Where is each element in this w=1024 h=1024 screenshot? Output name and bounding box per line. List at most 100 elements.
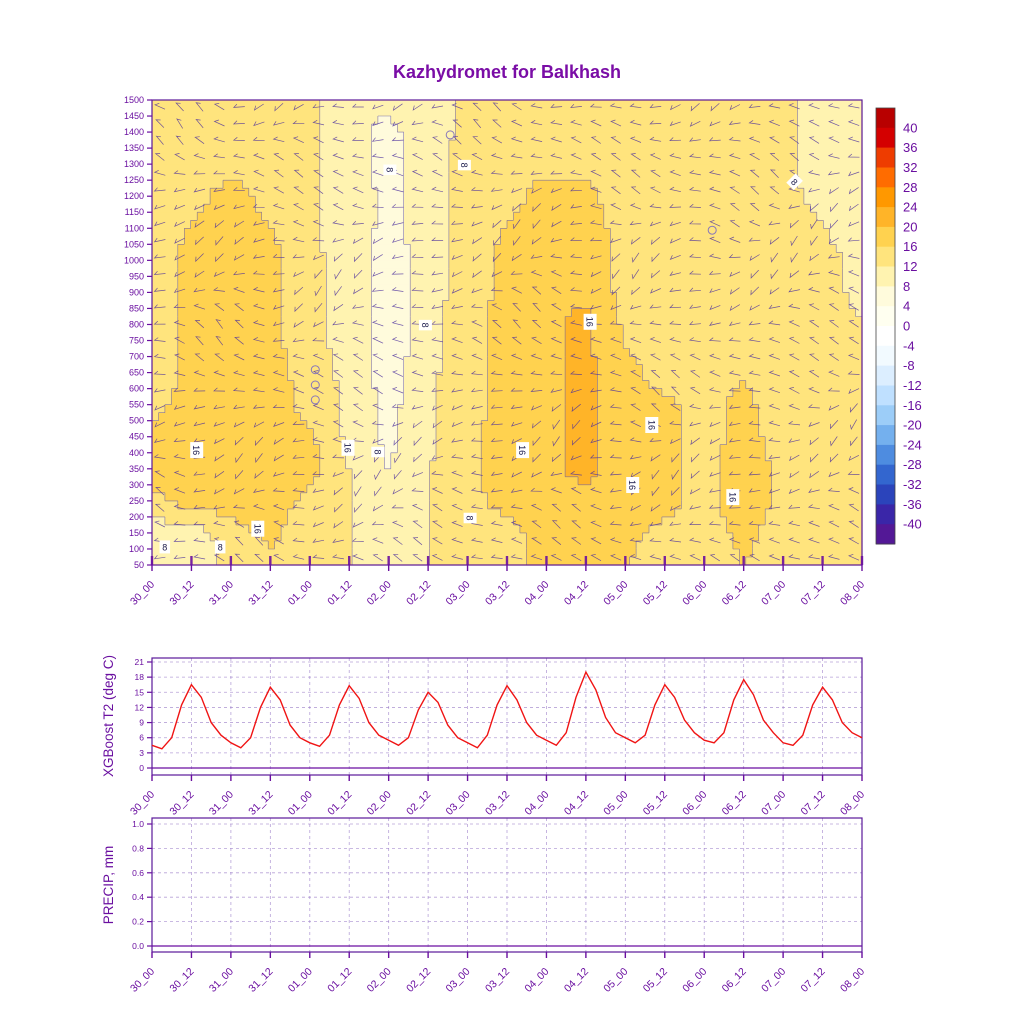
svg-text:12: 12	[135, 702, 145, 712]
svg-text:600: 600	[129, 384, 144, 394]
svg-text:1000: 1000	[124, 255, 144, 265]
svg-text:30_00: 30_00	[128, 966, 157, 995]
svg-text:-24: -24	[903, 437, 922, 452]
svg-text:02_12: 02_12	[404, 789, 433, 818]
svg-text:02_00: 02_00	[365, 966, 394, 995]
svg-text:01_00: 01_00	[286, 966, 315, 995]
calm-circle-marker	[445, 130, 455, 140]
svg-text:01_00: 01_00	[286, 579, 315, 608]
svg-text:32: 32	[903, 160, 917, 175]
svg-text:16: 16	[727, 492, 737, 502]
colorbar: 4036322824201612840-4-8-12-16-20-24-28-3…	[875, 107, 922, 545]
calm-circle-marker	[707, 225, 717, 235]
svg-text:700: 700	[129, 352, 144, 362]
svg-text:31_12: 31_12	[246, 789, 275, 818]
svg-text:04_00: 04_00	[522, 966, 551, 995]
svg-text:8: 8	[162, 542, 167, 552]
svg-text:0.8: 0.8	[132, 843, 144, 853]
svg-text:16: 16	[343, 443, 353, 453]
svg-text:08_00: 08_00	[838, 966, 867, 995]
svg-text:1400: 1400	[124, 127, 144, 137]
svg-text:16: 16	[646, 420, 656, 430]
svg-text:03_00: 03_00	[444, 789, 473, 818]
svg-text:07_12: 07_12	[799, 789, 828, 818]
svg-text:30_12: 30_12	[167, 579, 196, 608]
svg-text:450: 450	[129, 432, 144, 442]
precip-panel: 0.0 0.2 0.4 0.6 0.8 1.0 30_00 30_12 31_00 31_12 01…	[128, 817, 867, 995]
svg-text:02_12: 02_12	[404, 966, 433, 995]
svg-text:300: 300	[129, 480, 144, 490]
svg-text:1100: 1100	[125, 223, 144, 233]
svg-text:06_12: 06_12	[720, 789, 749, 818]
svg-text:02_12: 02_12	[404, 579, 433, 608]
contour-labels: 8 8 8 8 16 16 16 8 16 16 16 16 8 16 8 8	[159, 159, 803, 554]
svg-text:1500: 1500	[124, 95, 144, 105]
svg-text:05_00: 05_00	[601, 966, 630, 995]
svg-text:800: 800	[129, 319, 144, 329]
svg-text:07_12: 07_12	[799, 966, 828, 995]
svg-text:30_00: 30_00	[128, 789, 157, 818]
svg-text:15: 15	[135, 687, 145, 697]
svg-text:16: 16	[191, 445, 201, 455]
svg-text:0: 0	[903, 319, 910, 334]
svg-text:8: 8	[789, 177, 800, 188]
svg-text:50: 50	[134, 560, 144, 570]
calm-circle-marker	[310, 380, 320, 390]
svg-text:40: 40	[903, 120, 917, 135]
svg-text:0.0: 0.0	[132, 941, 144, 951]
svg-text:30_12: 30_12	[167, 789, 196, 818]
svg-text:16: 16	[517, 445, 527, 455]
svg-text:05_12: 05_12	[641, 966, 670, 995]
svg-text:04_12: 04_12	[562, 966, 591, 995]
t2-line-series	[151, 670, 863, 750]
page-title: Kazhydromet for Balkhash	[392, 62, 622, 82]
svg-text:750: 750	[129, 336, 144, 346]
svg-text:0.2: 0.2	[132, 917, 144, 927]
svg-text:200: 200	[129, 512, 144, 522]
svg-text:12: 12	[903, 259, 917, 274]
heatmap-field	[152, 100, 863, 566]
svg-text:30_12: 30_12	[167, 966, 196, 995]
svg-text:1.0: 1.0	[132, 819, 144, 829]
calm-circle-marker	[310, 395, 320, 405]
svg-text:16: 16	[585, 317, 595, 327]
svg-text:-32: -32	[903, 477, 922, 492]
svg-text:-16: -16	[903, 398, 922, 413]
svg-text:9: 9	[139, 718, 144, 728]
svg-text:1050: 1050	[124, 239, 144, 249]
svg-text:18: 18	[135, 672, 145, 682]
svg-text:100: 100	[129, 544, 144, 554]
svg-text:06_00: 06_00	[680, 579, 709, 608]
svg-text:31_12: 31_12	[246, 966, 275, 995]
svg-text:0: 0	[139, 763, 144, 773]
svg-text:24: 24	[903, 200, 917, 215]
svg-text:04_00: 04_00	[522, 789, 551, 818]
svg-text:1200: 1200	[124, 191, 144, 201]
svg-text:03_00: 03_00	[444, 579, 473, 608]
svg-text:8: 8	[465, 515, 475, 520]
svg-text:8: 8	[459, 163, 469, 168]
svg-text:06_12: 06_12	[720, 579, 749, 608]
svg-text:31_00: 31_00	[207, 966, 236, 995]
svg-text:04_12: 04_12	[562, 579, 591, 608]
svg-text:8: 8	[420, 323, 430, 328]
t2-panel: 0 3 6 9 12 15 18 21 30_00 30_12 31_00 31_12 01_00 01_…	[128, 657, 867, 818]
svg-text:04_00: 04_00	[522, 579, 551, 608]
svg-text:150: 150	[129, 528, 144, 538]
svg-text:-4: -4	[903, 338, 915, 353]
svg-text:950: 950	[129, 271, 144, 281]
svg-text:-12: -12	[903, 378, 922, 393]
svg-text:02_00: 02_00	[365, 579, 394, 608]
svg-text:07_00: 07_00	[759, 789, 788, 818]
wind-barbs	[153, 102, 860, 563]
svg-text:16: 16	[903, 239, 917, 254]
svg-text:8: 8	[218, 542, 223, 552]
svg-text:-36: -36	[903, 497, 922, 512]
svg-text:06_00: 06_00	[680, 789, 709, 818]
svg-text:3: 3	[139, 748, 144, 758]
svg-text:8: 8	[903, 279, 910, 294]
svg-text:05_00: 05_00	[601, 579, 630, 608]
svg-text:03_12: 03_12	[483, 789, 512, 818]
svg-text:07_12: 07_12	[799, 579, 828, 608]
